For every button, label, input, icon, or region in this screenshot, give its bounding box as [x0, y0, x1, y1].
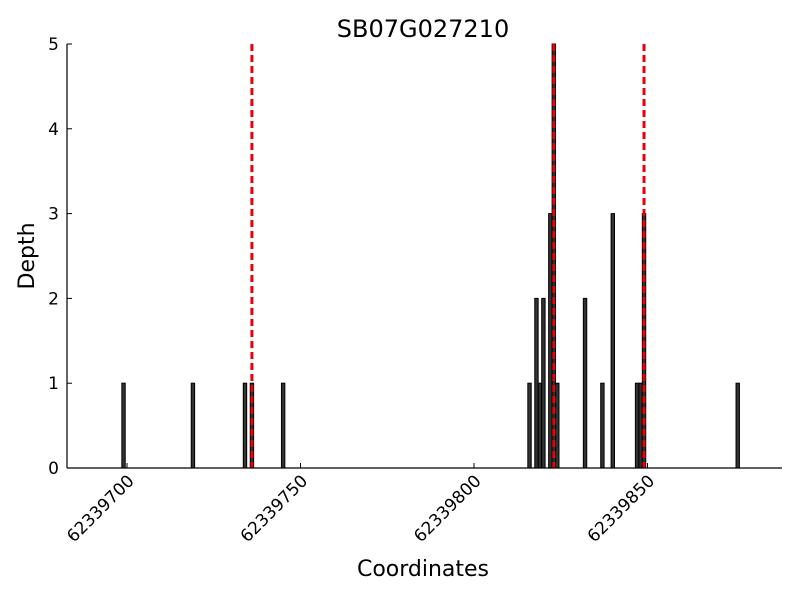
x-tick-label: 62339700 — [63, 471, 138, 546]
depth-bar — [190, 382, 196, 469]
y-tick-label: 5 — [48, 35, 59, 55]
depth-bar — [548, 213, 553, 469]
y-tick-label: 1 — [48, 374, 59, 394]
y-tick-label: 3 — [48, 205, 59, 225]
depth-bar — [610, 213, 615, 469]
depth-bar — [600, 382, 605, 469]
depth-bar — [121, 382, 126, 469]
depth-bar — [555, 382, 560, 469]
depth-bar — [638, 382, 643, 469]
x-tick-label: 62339850 — [584, 471, 659, 546]
depth-bar — [537, 382, 543, 469]
depth-bar — [634, 382, 640, 469]
y-tick-label: 0 — [48, 459, 59, 479]
bars-group — [121, 43, 740, 469]
reference-lines-group — [250, 44, 646, 468]
depth-bar — [735, 382, 740, 469]
depth-bar — [582, 297, 588, 469]
x-tick-label: 62339750 — [237, 471, 312, 546]
y-ticks-group: 0 1 2 3 4 5 — [48, 35, 72, 479]
x-axis-label: Coordinates — [357, 557, 489, 582]
depth-bar — [242, 382, 248, 469]
depth-bar — [527, 382, 532, 469]
x-ticks-group: 62339700 62339750 62339800 62339850 — [63, 463, 659, 547]
chart-title: SB07G027210 — [337, 15, 509, 43]
depth-bar — [280, 382, 286, 469]
depth-bar — [541, 297, 546, 469]
y-tick-label: 4 — [48, 120, 59, 140]
y-axis-label: Depth — [15, 222, 40, 289]
y-tick-label: 2 — [48, 289, 59, 309]
x-tick-label: 62339800 — [410, 471, 485, 546]
depth-bar — [534, 297, 539, 469]
